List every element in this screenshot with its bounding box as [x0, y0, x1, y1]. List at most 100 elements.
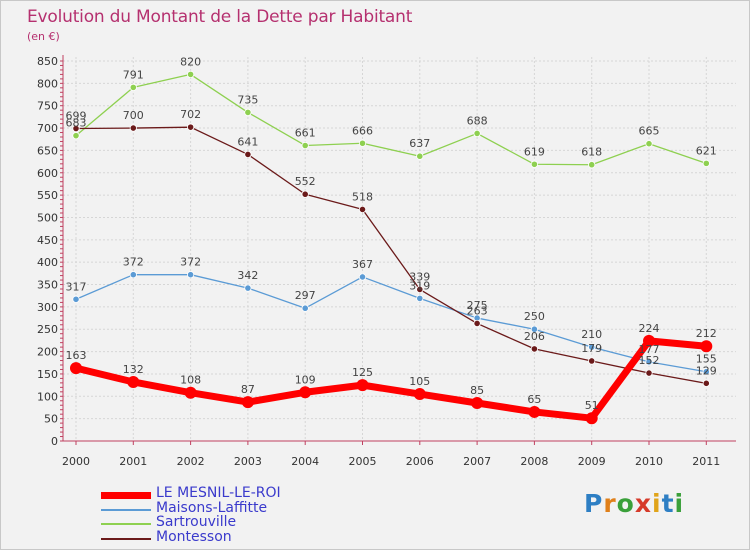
x-tick-label: 2002 — [177, 455, 205, 468]
logo-letter: o — [616, 489, 635, 518]
logo-letter: i — [652, 489, 662, 518]
legend-swatch — [101, 491, 151, 499]
legend-swatch — [101, 537, 151, 540]
x-tick-label: 2003 — [234, 455, 262, 468]
data-label: 179 — [581, 342, 602, 355]
data-label: 552 — [295, 175, 316, 188]
data-label: 152 — [639, 354, 660, 367]
y-tick-label: 100 — [37, 390, 58, 403]
data-label: 250 — [524, 310, 545, 323]
chart-subtitle: (en €) — [27, 30, 60, 43]
data-label: 129 — [696, 364, 717, 377]
data-point — [358, 205, 367, 214]
data-point — [471, 397, 484, 409]
data-label: 372 — [123, 256, 144, 269]
data-point — [530, 160, 539, 168]
legend-label: Sartrouville — [156, 514, 237, 530]
data-label: 210 — [581, 328, 602, 341]
data-point — [301, 190, 309, 198]
data-label: 666 — [352, 124, 373, 137]
data-point — [356, 379, 369, 392]
x-tick-label: 2010 — [635, 455, 663, 468]
data-label: 108 — [180, 374, 201, 387]
data-point — [70, 362, 82, 375]
data-label: 297 — [295, 289, 316, 302]
x-tick-label: 2009 — [578, 455, 606, 468]
data-point — [358, 139, 367, 147]
logo-letter: P — [584, 489, 604, 518]
data-point — [588, 161, 596, 169]
proxiti-logo: Proxiti — [584, 489, 684, 518]
y-tick-label: 650 — [37, 144, 58, 157]
y-tick-label: 300 — [37, 301, 58, 314]
y-tick-label: 500 — [37, 211, 58, 224]
data-label: 372 — [180, 256, 201, 269]
data-label: 699 — [66, 110, 87, 123]
data-label: 109 — [295, 373, 316, 386]
legend-label: Maisons-Laffitte — [156, 499, 268, 516]
y-tick-label: 0 — [51, 435, 58, 448]
data-label: 132 — [123, 363, 144, 376]
data-point — [530, 325, 539, 333]
data-point — [301, 304, 309, 312]
x-tick-label: 2006 — [406, 455, 434, 468]
data-point — [588, 343, 596, 351]
data-point — [129, 271, 137, 279]
data-label: 105 — [409, 375, 430, 388]
data-point — [702, 368, 710, 376]
data-point — [129, 83, 137, 91]
data-label: 263 — [467, 304, 488, 317]
data-label: 619 — [524, 145, 545, 158]
data-point — [588, 357, 596, 365]
x-tick-label: 2000 — [62, 455, 90, 468]
data-point — [645, 358, 653, 366]
data-point — [127, 375, 140, 388]
data-label: 700 — [123, 109, 144, 122]
y-tick-label: 250 — [37, 323, 58, 336]
data-point — [416, 285, 424, 294]
plot-area — [63, 57, 736, 441]
data-label: 177 — [639, 343, 660, 356]
data-label: 339 — [409, 270, 430, 283]
data-point — [645, 369, 653, 377]
series-line-0 — [75, 337, 707, 422]
y-tick-label: 750 — [37, 100, 58, 113]
y-tick-label: 700 — [37, 122, 58, 135]
data-label: 125 — [352, 366, 373, 379]
data-label: 518 — [352, 190, 373, 203]
data-point — [473, 319, 481, 328]
y-tick-label: 400 — [37, 256, 58, 269]
x-tick-label: 2007 — [463, 455, 491, 468]
data-label: 637 — [409, 137, 430, 150]
data-label: 618 — [581, 146, 602, 159]
legend-label: Montesson — [156, 528, 232, 545]
data-point — [72, 295, 80, 303]
data-point — [187, 123, 195, 131]
data-label: 735 — [237, 93, 258, 106]
data-point — [416, 152, 424, 160]
data-label: 317 — [66, 280, 87, 293]
data-label: 163 — [66, 349, 87, 362]
x-tick-label: 2005 — [349, 455, 377, 468]
logo-letter: x — [634, 489, 652, 518]
data-point — [643, 334, 655, 347]
data-label: 85 — [470, 384, 484, 397]
data-label: 621 — [696, 144, 717, 157]
data-label: 65 — [527, 393, 541, 406]
series-line-3 — [75, 126, 707, 384]
logo-letter: i — [674, 489, 685, 518]
data-point — [187, 271, 195, 279]
data-point — [473, 129, 481, 138]
data-label: 275 — [467, 299, 488, 312]
y-tick-label: 800 — [37, 77, 58, 90]
data-label: 212 — [696, 327, 717, 340]
data-point — [358, 273, 367, 281]
data-label: 665 — [639, 125, 660, 138]
data-point — [700, 340, 713, 353]
data-label: 206 — [524, 330, 545, 343]
data-point — [72, 132, 80, 140]
data-label: 155 — [696, 353, 717, 366]
data-label: 820 — [180, 55, 201, 68]
data-label: 641 — [237, 135, 258, 148]
